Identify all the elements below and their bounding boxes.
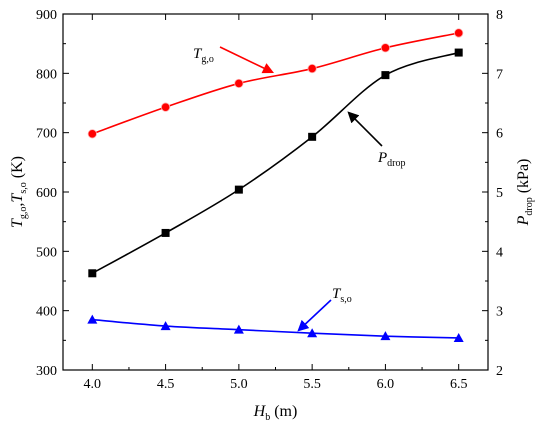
series-line-t-go xyxy=(92,32,459,135)
x-axis-title: Hb (m) xyxy=(253,403,298,423)
y-right-tick-label: 7 xyxy=(496,67,503,82)
y-right-axis-title: Pdrop (kPa) xyxy=(515,159,535,227)
data-point-t-so xyxy=(380,331,391,341)
data-point-p-drop xyxy=(381,71,390,80)
y-left-tick-label: 600 xyxy=(36,186,57,201)
series-p-drop xyxy=(88,48,463,278)
data-point-t-go xyxy=(87,129,97,139)
y-right-tick-label: 2 xyxy=(496,364,503,379)
y-left-tick-label: 900 xyxy=(36,8,57,23)
series-t-go xyxy=(87,28,464,139)
data-point-p-drop xyxy=(308,132,317,141)
annotation-label-p-drop: Pdrop xyxy=(377,150,406,169)
y-right-tick-label: 6 xyxy=(496,127,503,142)
y-right-tick-label: 3 xyxy=(496,305,503,320)
data-point-t-go xyxy=(160,102,171,112)
y-left-axis-title: Tg,o,Ts,o (K) xyxy=(9,156,29,228)
data-point-p-drop xyxy=(454,48,463,57)
data-point-t-so xyxy=(307,328,318,338)
annotation-arrow-p-drop xyxy=(347,111,383,147)
data-point-t-so xyxy=(453,332,464,342)
data-point-t-go xyxy=(454,28,464,38)
y-left-tick-label: 700 xyxy=(36,127,57,142)
data-point-t-so xyxy=(160,321,171,331)
annotation-label-t-so: Ts,o xyxy=(332,286,352,305)
data-point-p-drop xyxy=(88,269,97,278)
x-tick-label: 6.5 xyxy=(450,377,468,392)
axes: 4.0 4.5 5.0 5.5 6.0 6.5 300 400 500 600 700 800 900 2… xyxy=(9,8,535,423)
plot-frame xyxy=(62,13,489,371)
x-tick-label: 4.5 xyxy=(157,377,175,392)
series-line-t-so xyxy=(92,318,459,339)
annotation-arrow-t-go xyxy=(219,46,275,74)
data-point-p-drop xyxy=(234,185,243,194)
data-point-p-drop xyxy=(161,228,170,237)
x-tick-label: 5.0 xyxy=(230,377,248,392)
x-tick-label: 5.5 xyxy=(303,377,321,392)
y-right-tick-label: 8 xyxy=(496,8,503,23)
annotation-label-t-go: Tg,o xyxy=(193,46,214,65)
y-right-tick-label: 4 xyxy=(496,245,503,260)
data-point-t-go xyxy=(234,78,244,89)
y-left-tick-label: 400 xyxy=(36,305,57,320)
y-right-tick-label: 5 xyxy=(496,186,503,201)
y-left-tick-label: 500 xyxy=(36,245,57,260)
y-left-tick-label: 800 xyxy=(36,67,57,82)
data-point-t-go xyxy=(307,63,317,74)
annotation-arrow-t-so xyxy=(297,299,332,332)
data-point-t-go xyxy=(380,43,391,53)
data-point-t-so xyxy=(87,314,98,324)
series-layer xyxy=(87,28,464,342)
y-left-tick-label: 300 xyxy=(36,364,57,379)
x-tick-label: 4.0 xyxy=(84,377,102,392)
x-tick-label: 6.0 xyxy=(377,377,395,392)
annotations: Tg,o Pdrop Ts,o xyxy=(193,46,406,332)
series-t-so xyxy=(87,314,464,342)
data-point-t-so xyxy=(233,324,244,334)
